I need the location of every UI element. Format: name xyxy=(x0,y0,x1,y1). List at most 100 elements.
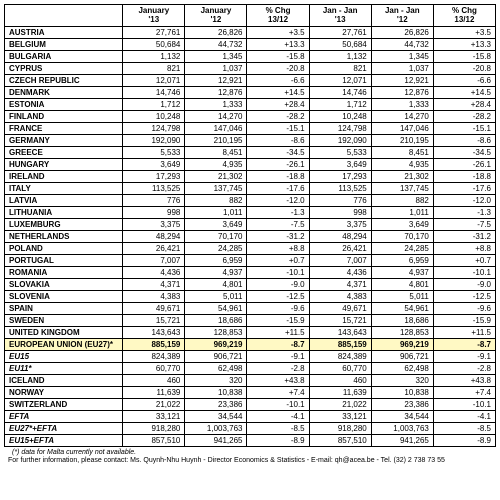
country-cell: SLOVAKIA xyxy=(5,279,123,291)
value-cell: -28.2 xyxy=(433,111,495,123)
table-row: NETHERLANDS48,29470,170-31.248,29470,170… xyxy=(5,231,496,243)
value-cell: 3,649 xyxy=(371,219,433,231)
value-cell: 4,383 xyxy=(123,291,185,303)
table-row: EU11*60,77062,498-2.860,77062,498-2.8 xyxy=(5,363,496,375)
value-cell: -15.9 xyxy=(433,315,495,327)
value-cell: 14,746 xyxy=(123,87,185,99)
value-cell: 124,798 xyxy=(309,123,371,135)
value-cell: 210,195 xyxy=(371,135,433,147)
value-cell: 3,375 xyxy=(123,219,185,231)
value-cell: -15.1 xyxy=(247,123,309,135)
value-cell: 124,798 xyxy=(123,123,185,135)
value-cell: 50,684 xyxy=(309,39,371,51)
country-cell: CZECH REPUBLIC xyxy=(5,75,123,87)
value-cell: 17,293 xyxy=(309,171,371,183)
value-cell: 23,386 xyxy=(185,399,247,411)
value-cell: 21,022 xyxy=(309,399,371,411)
value-cell: 906,721 xyxy=(371,351,433,363)
value-cell: -8.5 xyxy=(433,423,495,435)
value-cell: -34.5 xyxy=(433,147,495,159)
value-cell: 33,121 xyxy=(123,411,185,423)
value-cell: 460 xyxy=(309,375,371,387)
value-cell: 33,121 xyxy=(309,411,371,423)
table-row: LUXEMBURG3,3753,649-7.53,3753,649-7.5 xyxy=(5,219,496,231)
value-cell: 941,265 xyxy=(185,435,247,447)
value-cell: 70,170 xyxy=(371,231,433,243)
value-cell: 1,003,763 xyxy=(185,423,247,435)
value-cell: -8.6 xyxy=(247,135,309,147)
table-row: FINLAND10,24814,270-28.210,24814,270-28.… xyxy=(5,111,496,123)
value-cell: 1,345 xyxy=(371,51,433,63)
table-row: ICELAND460320+43.8460320+43.8 xyxy=(5,375,496,387)
value-cell: 4,937 xyxy=(185,267,247,279)
value-cell: 12,921 xyxy=(371,75,433,87)
value-cell: 128,853 xyxy=(185,327,247,339)
value-cell: 62,498 xyxy=(185,363,247,375)
value-cell: +0.7 xyxy=(433,255,495,267)
table-row: IRELAND17,29321,302-18.817,29321,302-18.… xyxy=(5,171,496,183)
country-cell: EU11* xyxy=(5,363,123,375)
value-cell: 1,712 xyxy=(309,99,371,111)
value-cell: 48,294 xyxy=(123,231,185,243)
value-cell: -4.1 xyxy=(433,411,495,423)
value-cell: 776 xyxy=(309,195,371,207)
table-row: EU27*+EFTA918,2801,003,763-8.5918,2801,0… xyxy=(5,423,496,435)
value-cell: 4,383 xyxy=(309,291,371,303)
value-cell: 941,265 xyxy=(371,435,433,447)
value-cell: +3.5 xyxy=(433,27,495,39)
value-cell: +0.7 xyxy=(247,255,309,267)
value-cell: 18,686 xyxy=(371,315,433,327)
table-body: AUSTRIA27,76126,826+3.527,76126,826+3.5B… xyxy=(5,27,496,447)
value-cell: +7.4 xyxy=(247,387,309,399)
value-cell: 26,421 xyxy=(123,243,185,255)
value-cell: +14.5 xyxy=(247,87,309,99)
value-cell: +7.4 xyxy=(433,387,495,399)
country-cell: LITHUANIA xyxy=(5,207,123,219)
value-cell: 26,826 xyxy=(185,27,247,39)
country-cell: EU27*+EFTA xyxy=(5,423,123,435)
value-cell: 3,649 xyxy=(309,159,371,171)
value-cell: 21,302 xyxy=(371,171,433,183)
value-cell: 24,285 xyxy=(185,243,247,255)
value-cell: -12.5 xyxy=(433,291,495,303)
value-cell: 210,195 xyxy=(185,135,247,147)
value-cell: 885,159 xyxy=(309,339,371,351)
table-row: EU15+EFTA857,510941,265-8.9857,510941,26… xyxy=(5,435,496,447)
value-cell: 857,510 xyxy=(123,435,185,447)
country-cell: IRELAND xyxy=(5,171,123,183)
country-cell: PORTUGAL xyxy=(5,255,123,267)
header-col: % Chg13/12 xyxy=(433,5,495,27)
value-cell: 882 xyxy=(185,195,247,207)
value-cell: 1,333 xyxy=(371,99,433,111)
country-cell: BELGIUM xyxy=(5,39,123,51)
country-cell: BULGARIA xyxy=(5,51,123,63)
country-cell: GREECE xyxy=(5,147,123,159)
value-cell: -8.6 xyxy=(433,135,495,147)
country-cell: HUNGARY xyxy=(5,159,123,171)
value-cell: 26,826 xyxy=(371,27,433,39)
value-cell: +28.4 xyxy=(247,99,309,111)
table-row: LITHUANIA9981,011-1.39981,011-1.3 xyxy=(5,207,496,219)
value-cell: -15.9 xyxy=(247,315,309,327)
value-cell: 192,090 xyxy=(123,135,185,147)
table-row: SPAIN49,67154,961-9.649,67154,961-9.6 xyxy=(5,303,496,315)
value-cell: 17,293 xyxy=(123,171,185,183)
value-cell: 49,671 xyxy=(123,303,185,315)
value-cell: -18.8 xyxy=(433,171,495,183)
value-cell: 1,712 xyxy=(123,99,185,111)
footnote: (*) data for Malta currently not availab… xyxy=(4,449,496,456)
value-cell: -2.8 xyxy=(433,363,495,375)
country-cell: FINLAND xyxy=(5,111,123,123)
value-cell: +8.8 xyxy=(433,243,495,255)
value-cell: 906,721 xyxy=(185,351,247,363)
value-cell: 3,649 xyxy=(185,219,247,231)
country-cell: EU15 xyxy=(5,351,123,363)
country-cell: LATVIA xyxy=(5,195,123,207)
value-cell: 12,876 xyxy=(185,87,247,99)
value-cell: 8,451 xyxy=(185,147,247,159)
value-cell: 113,525 xyxy=(309,183,371,195)
value-cell: 24,285 xyxy=(371,243,433,255)
country-cell: NETHERLANDS xyxy=(5,231,123,243)
value-cell: 824,389 xyxy=(309,351,371,363)
value-cell: -9.1 xyxy=(247,351,309,363)
